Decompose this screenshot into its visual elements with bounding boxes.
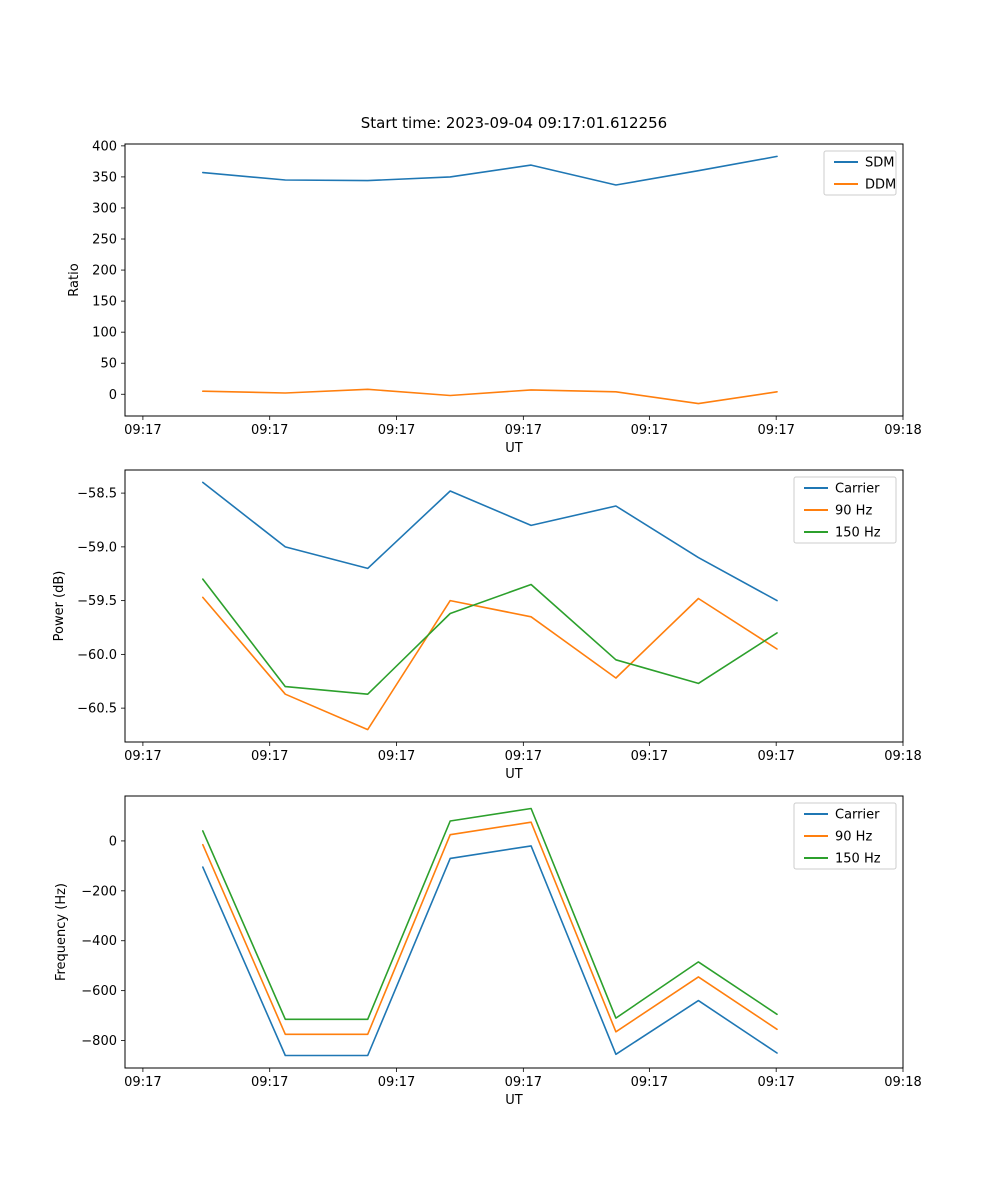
subplot-ratio: 09:17 09:17 09:17 09:17 09:17 09:17 09:18 0 50 10… <box>67 139 922 456</box>
y-tick-label: 0 <box>109 388 117 403</box>
x-tick-label: 09:18 <box>884 423 921 438</box>
x-tick-label: 09:17 <box>378 423 415 438</box>
x-tick-label: 09:17 <box>251 749 288 764</box>
y-tick-label: −200 <box>81 884 117 899</box>
series-line-sdm <box>202 155 778 186</box>
y-tick-label: −59.5 <box>77 594 117 609</box>
plot-area <box>124 469 904 743</box>
x-tick-label: 09:17 <box>631 1075 668 1090</box>
x-tick-label: 09:17 <box>757 1075 794 1090</box>
x-tick-label: 09:17 <box>505 1075 542 1090</box>
subplot-power: 09:17 09:17 09:17 09:17 09:17 09:17 09:18 −58.5… <box>52 469 922 782</box>
legend-label: 150 Hz <box>835 526 881 541</box>
legend-label: Carrier <box>835 482 880 497</box>
x-tick-label: 09:17 <box>378 749 415 764</box>
y-tick-label: 300 <box>92 201 117 216</box>
y-tick-label: 400 <box>92 139 117 154</box>
y-tick-label: −800 <box>81 1034 117 1049</box>
legend: Carrier 90 Hz 150 Hz <box>793 476 897 544</box>
x-tick-label: 09:17 <box>757 749 794 764</box>
series-line-150-hz <box>202 578 778 696</box>
legend-label: 90 Hz <box>835 504 872 519</box>
legend-label: Carrier <box>835 808 880 823</box>
legend-label: DDM <box>865 178 896 193</box>
series-line-150-hz <box>202 807 778 1021</box>
y-tick-label: −60.5 <box>77 702 117 717</box>
x-tick-label: 09:17 <box>631 423 668 438</box>
y-tick-label: −59.0 <box>77 540 117 555</box>
x-tick-label: 09:17 <box>505 749 542 764</box>
y-axis-label: Frequency (Hz) <box>54 883 69 981</box>
series-line-carrier <box>202 481 778 602</box>
x-tick-label: 09:17 <box>631 749 668 764</box>
x-tick-label: 09:17 <box>251 423 288 438</box>
y-tick-label: 350 <box>92 170 117 185</box>
y-tick-label: −600 <box>81 984 117 999</box>
legend-label: 150 Hz <box>835 852 881 867</box>
x-tick-label: 09:18 <box>884 1075 921 1090</box>
y-tick-label: −58.5 <box>77 487 117 502</box>
x-tick-label: 09:17 <box>251 1075 288 1090</box>
legend-box <box>793 476 897 544</box>
x-tick-label: 09:17 <box>124 1075 161 1090</box>
legend: Carrier 90 Hz 150 Hz <box>793 802 897 870</box>
subplot-frequency: 09:17 09:17 09:17 09:17 09:17 09:17 09:18 0 −200… <box>54 795 922 1108</box>
legend-label: 90 Hz <box>835 830 872 845</box>
x-axis-label: UT <box>505 441 523 456</box>
series-line-ddm <box>202 388 778 405</box>
legend-label: SDM <box>865 156 894 171</box>
y-tick-label: 150 <box>92 295 117 310</box>
x-tick-label: 09:17 <box>124 423 161 438</box>
y-tick-label: 250 <box>92 233 117 248</box>
y-tick-label: −400 <box>81 934 117 949</box>
y-tick-label: −60.0 <box>77 648 117 663</box>
figure-title: Start time: 2023-09-04 09:17:01.612256 <box>361 114 667 132</box>
y-axis-label: Ratio <box>67 263 82 296</box>
plot-area <box>124 795 904 1069</box>
x-tick-label: 09:17 <box>757 423 794 438</box>
y-axis-label: Power (dB) <box>52 571 67 642</box>
x-tick-label: 09:17 <box>378 1075 415 1090</box>
y-tick-label: 100 <box>92 326 117 341</box>
x-tick-label: 09:18 <box>884 749 921 764</box>
y-tick-label: 50 <box>100 357 117 372</box>
y-tick-label: 200 <box>92 264 117 279</box>
series-line-90-hz <box>202 596 778 731</box>
legend: SDM DDM <box>823 150 897 196</box>
legend-box <box>793 802 897 870</box>
x-tick-label: 09:17 <box>505 423 542 438</box>
x-axis-label: UT <box>505 1093 523 1108</box>
series-line-carrier <box>202 845 778 1057</box>
series-line-90-hz <box>202 821 778 1036</box>
plot-area <box>124 143 904 417</box>
y-tick-label: 0 <box>109 834 117 849</box>
x-axis-label: UT <box>505 767 523 782</box>
subplots: 09:17 09:17 09:17 09:17 09:17 09:17 09:18 0 50 10… <box>52 139 922 1108</box>
x-tick-label: 09:17 <box>124 749 161 764</box>
